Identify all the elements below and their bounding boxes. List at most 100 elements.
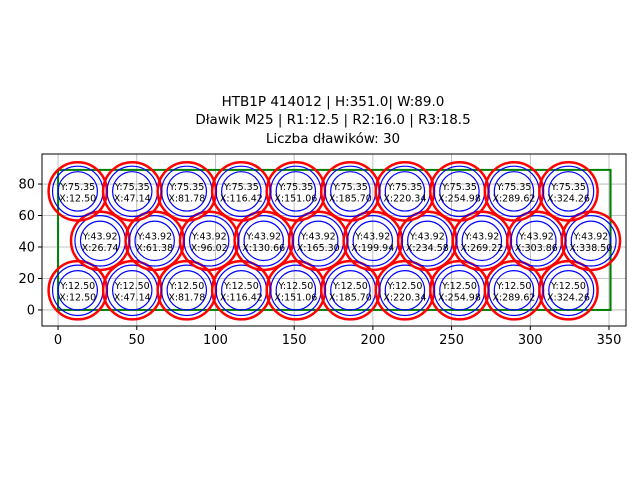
gland-circle-r1 bbox=[134, 220, 175, 262]
chart-subtitle: Liczba dławików: 30 bbox=[266, 131, 400, 147]
gland-label-y: Y:43.92 bbox=[191, 231, 227, 242]
gland-circle-r1 bbox=[570, 220, 612, 262]
gland-circle-r1 bbox=[79, 220, 121, 262]
gland-circle-r1 bbox=[221, 270, 262, 311]
gland-label-x: X:116.42 bbox=[220, 292, 263, 303]
gland-label-y: Y:12.50 bbox=[114, 281, 150, 292]
gland-label-y: Y:75.35 bbox=[59, 182, 95, 193]
gland-label-y: Y:43.92 bbox=[82, 231, 118, 242]
gland-label-y: Y:75.35 bbox=[495, 182, 531, 193]
x-tick-label: 100 bbox=[203, 333, 228, 348]
gland-label-y: Y:43.92 bbox=[518, 231, 554, 242]
gland-circle-r1 bbox=[275, 171, 317, 212]
gland-label-y: Y:75.35 bbox=[277, 182, 313, 193]
gland-label-x: X:12.50 bbox=[59, 292, 96, 303]
gland-circle-r1 bbox=[461, 220, 503, 262]
x-tick-label: 350 bbox=[597, 333, 622, 348]
gland-circle-r1 bbox=[57, 171, 99, 212]
gland-label-y: Y:75.35 bbox=[386, 182, 422, 193]
gland-label-x: X:165.30 bbox=[297, 243, 340, 254]
gland-label-y: Y:12.50 bbox=[386, 281, 422, 292]
gland-circle-r2 bbox=[542, 165, 595, 218]
gland-circle-r1 bbox=[188, 220, 230, 262]
gland-label-y: Y:75.35 bbox=[114, 182, 150, 193]
gland-label-y: Y:12.50 bbox=[550, 281, 586, 292]
y-tick-label: 20 bbox=[18, 272, 35, 287]
gland-label-x: X:254.98 bbox=[438, 193, 481, 204]
gland-circle-r1 bbox=[330, 270, 371, 311]
gland-circle-r1 bbox=[275, 270, 317, 311]
gland-circle-r1 bbox=[243, 220, 285, 262]
gland-circle-r1 bbox=[493, 171, 535, 212]
y-tick-label: 0 bbox=[27, 303, 35, 318]
gland-circle-r2 bbox=[542, 264, 595, 317]
x-tick-label: 0 bbox=[54, 333, 62, 348]
gland-label-y: Y:43.92 bbox=[136, 231, 172, 242]
gland-label-x: X:47.14 bbox=[114, 193, 151, 204]
y-tick-label: 60 bbox=[18, 209, 35, 224]
gland-circle-r1 bbox=[352, 220, 394, 262]
chart-title-line-1: HTB1P 414012 | H:351.0| W:89.0 bbox=[222, 94, 445, 110]
gland-label-x: X:130.66 bbox=[242, 243, 285, 254]
gland-circle-r1 bbox=[384, 270, 426, 311]
gland-circle-r1 bbox=[57, 270, 99, 311]
gland-label-y: Y:75.35 bbox=[550, 182, 586, 193]
gland-circle-r1 bbox=[111, 171, 153, 212]
gland-label-x: X:220.34 bbox=[383, 193, 426, 204]
gland-label-y: Y:75.35 bbox=[168, 182, 204, 193]
gland-label-y: Y:43.92 bbox=[354, 231, 390, 242]
gland-circle-r1 bbox=[439, 171, 480, 212]
gland-label-y: Y:43.92 bbox=[572, 231, 608, 242]
gland-label-y: Y:12.50 bbox=[332, 281, 368, 292]
gland-label-x: X:185.70 bbox=[329, 292, 372, 303]
gland-label-y: Y:12.50 bbox=[59, 281, 95, 292]
gland-label-x: X:199.94 bbox=[351, 243, 394, 254]
gland-label-y: Y:75.35 bbox=[223, 182, 259, 193]
gland-circle-r1 bbox=[166, 270, 208, 311]
gland-circle-r1 bbox=[516, 220, 557, 262]
gland-label-y: Y:43.92 bbox=[300, 231, 336, 242]
gland-circle-r1 bbox=[493, 270, 535, 311]
gland-circle-r1 bbox=[407, 220, 448, 262]
gland-label-x: X:81.78 bbox=[168, 193, 205, 204]
gland-label-y: Y:43.92 bbox=[463, 231, 499, 242]
x-tick-label: 50 bbox=[128, 333, 145, 348]
gland-label-x: X:151.06 bbox=[274, 292, 317, 303]
gland-circle-r2 bbox=[565, 215, 617, 267]
x-tick-label: 250 bbox=[439, 333, 464, 348]
y-tick-label: 80 bbox=[18, 178, 35, 193]
gland-label-x: X:12.50 bbox=[59, 193, 96, 204]
gland-circle-r1 bbox=[548, 171, 589, 212]
x-tick-label: 300 bbox=[518, 333, 543, 348]
gland-label-x: X:26.74 bbox=[82, 243, 119, 254]
gland-label-x: X:303.86 bbox=[515, 243, 558, 254]
gland-circle-r1 bbox=[330, 171, 371, 212]
gland-circle-r1 bbox=[221, 171, 262, 212]
gland-label-x: X:96.02 bbox=[191, 243, 228, 254]
gland-label-x: X:324.26 bbox=[547, 292, 590, 303]
x-tick-label: 200 bbox=[360, 333, 385, 348]
gland-label-x: X:234.58 bbox=[406, 243, 449, 254]
gland-circle-r1 bbox=[548, 270, 589, 311]
gland-label-y: Y:75.35 bbox=[332, 182, 368, 193]
gland-circle-r1 bbox=[384, 171, 426, 212]
gland-circle-r1 bbox=[111, 270, 153, 311]
gland-label-y: Y:75.35 bbox=[441, 182, 477, 193]
gland-label-y: Y:12.50 bbox=[223, 281, 259, 292]
gland-label-x: X:324.26 bbox=[547, 193, 590, 204]
gland-label-x: X:81.78 bbox=[168, 292, 205, 303]
gland-label-x: X:47.14 bbox=[114, 292, 151, 303]
gland-label-x: X:269.22 bbox=[460, 243, 503, 254]
axes-frame bbox=[41, 153, 627, 327]
gland-label-x: X:151.06 bbox=[274, 193, 317, 204]
gland-label-x: X:338.50 bbox=[569, 243, 612, 254]
plot-content: Y:12.50X:12.50Y:12.50X:47.14Y:12.50X:81.… bbox=[47, 161, 622, 321]
gland-label-y: Y:43.92 bbox=[245, 231, 281, 242]
gland-circle-r1 bbox=[297, 220, 339, 262]
gland-label-x: X:220.34 bbox=[383, 292, 426, 303]
gland-label-x: X:116.42 bbox=[220, 193, 263, 204]
gland-label-y: Y:12.50 bbox=[277, 281, 313, 292]
gland-circle-r1 bbox=[439, 270, 480, 311]
gland-label-y: Y:12.50 bbox=[441, 281, 477, 292]
